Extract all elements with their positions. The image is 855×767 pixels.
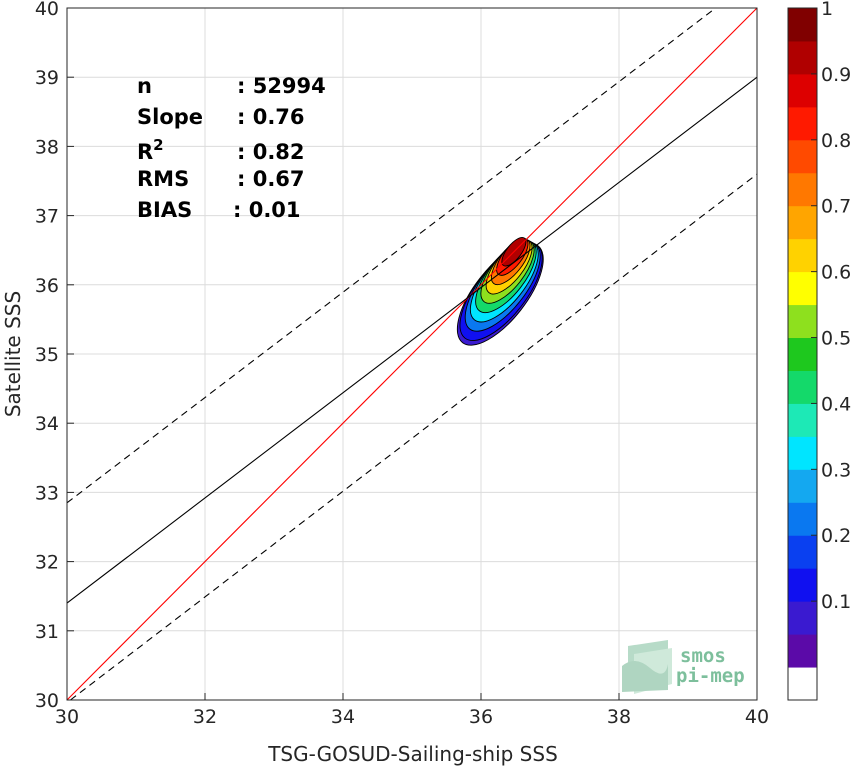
colorbar-tick-label: 1	[821, 0, 833, 20]
colorbar-ticks: 0.1 0.2 0.3 0.4 0.5 0.6 0.7 0.8 0.9 1	[811, 0, 851, 613]
colorbar-segment	[788, 568, 817, 602]
colorbar-segment	[788, 667, 817, 701]
colorbar-segment	[788, 502, 817, 536]
colorbar-segment	[788, 172, 817, 207]
x-tick-label: 36	[469, 706, 493, 728]
colorbar-segment	[788, 40, 817, 75]
colorbar-segment	[788, 73, 817, 108]
colorbar-segment	[788, 205, 817, 240]
y-tick-label: 34	[35, 413, 59, 435]
colorbar-segment	[788, 8, 817, 42]
stat-value-n: : 52994	[237, 74, 326, 98]
y-tick-label: 37	[35, 206, 59, 228]
y-tick-label: 38	[35, 136, 59, 158]
colorbar	[787, 7, 818, 701]
stat-label-r: R2	[137, 136, 164, 164]
colorbar-segment	[788, 238, 817, 273]
x-axis-label: TSG-GOSUD-Sailing-ship SSS	[267, 742, 558, 766]
logo-text-pi-mep: pi-mep	[676, 665, 745, 687]
colorbar-tick-label: 0.8	[821, 130, 851, 152]
colorbar-tick-label: 0.1	[821, 591, 851, 613]
stat-value-r: : 0.82	[237, 140, 305, 164]
y-tick-label: 40	[35, 0, 59, 20]
y-tick-label: 33	[35, 482, 59, 504]
y-tick-label: 36	[35, 275, 59, 297]
colorbar-segment	[788, 271, 817, 306]
y-tick-label: 30	[35, 690, 59, 712]
one-to-one-line	[66, 7, 758, 701]
colorbar-tick-label: 0.5	[821, 328, 851, 350]
colorbar-tick-label: 0.4	[821, 393, 851, 415]
y-tick-label: 32	[35, 552, 59, 574]
x-axis-ticks: 30 32 34 36 38 40	[55, 693, 769, 728]
colorbar-segment	[788, 601, 817, 635]
y-tick-label: 39	[35, 67, 59, 89]
colorbar-tick-label: 0.7	[821, 196, 851, 218]
lower-bound-line	[70, 173, 758, 701]
x-tick-label: 32	[193, 706, 217, 728]
colorbar-segment	[788, 370, 817, 404]
colorbar-segment	[788, 403, 817, 437]
colorbar-segment	[788, 469, 817, 503]
reference-lines	[66, 7, 758, 701]
colorbar-segment	[788, 139, 817, 174]
regression-line	[66, 76, 758, 604]
stat-superscript: 2	[153, 136, 163, 154]
logo-text-smos: smos	[680, 645, 726, 667]
x-tick-label: 30	[55, 706, 79, 728]
stat-label-n: n	[137, 74, 152, 98]
x-tick-label: 40	[745, 706, 769, 728]
stats-box: n : 52994 Slope : 0.76 R2 : 0.82 RMS : 0.67 BIAS…	[137, 74, 326, 222]
stat-label-slope: Slope	[137, 105, 203, 129]
y-axis-ticks: 30 31 32 33 34 35 36 37 38 39 40	[35, 0, 74, 712]
colorbar-tick-label: 0.9	[821, 64, 851, 86]
smos-pi-mep-logo: smos pi-mep	[622, 640, 745, 694]
stat-value-slope: : 0.76	[237, 105, 305, 129]
y-tick-label: 31	[35, 621, 59, 643]
colorbar-segment	[788, 436, 817, 470]
colorbar-segment	[788, 535, 817, 569]
y-axis-label: Satellite SSS	[1, 291, 25, 417]
stat-label-rms: RMS	[137, 167, 189, 191]
colorbar-tick-label: 0.3	[821, 459, 851, 481]
stat-value-bias: : 0.01	[233, 198, 301, 222]
density-contours	[456, 237, 544, 346]
wave-logo-icon	[622, 640, 672, 694]
y-tick-label: 35	[35, 344, 59, 366]
x-tick-label: 38	[607, 706, 631, 728]
upper-bound-line	[66, 7, 716, 504]
stat-value-rms: : 0.67	[237, 167, 305, 191]
stat-label-bias: BIAS	[137, 198, 192, 222]
colorbar-segment	[788, 634, 817, 668]
colorbar-segment	[788, 106, 817, 141]
colorbar-frame	[787, 7, 818, 701]
colorbar-tick-label: 0.2	[821, 525, 851, 547]
colorbar-segment	[788, 304, 817, 339]
colorbar-segment	[788, 337, 817, 371]
x-tick-label: 34	[331, 706, 355, 728]
colorbar-tick-label: 0.6	[821, 262, 851, 284]
